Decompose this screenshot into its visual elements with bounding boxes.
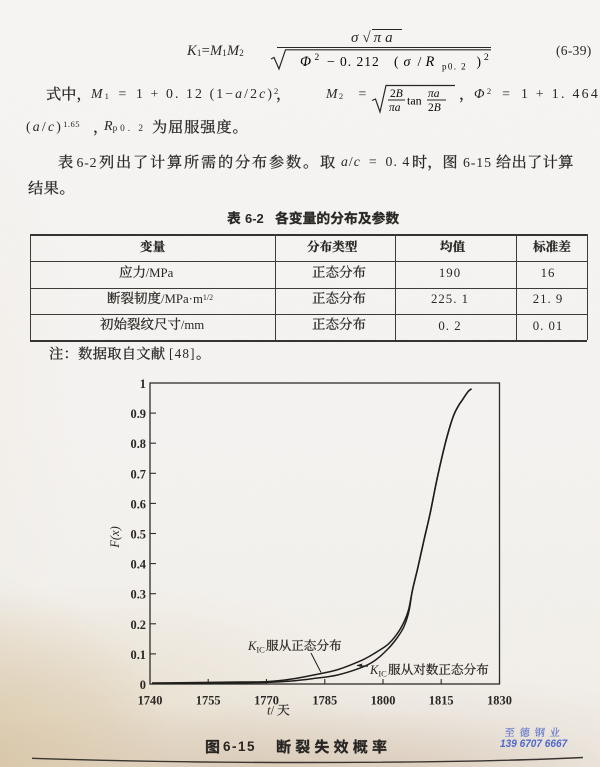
svg-text:0.5: 0.5: [131, 528, 147, 542]
svg-text:2B: 2B: [428, 102, 441, 114]
svg-text:πa: πa: [428, 88, 440, 100]
svg-text:−: −: [327, 55, 335, 70]
svg-text:1755: 1755: [196, 694, 221, 708]
svg-text:2: 2: [484, 53, 489, 63]
svg-text:0.2: 0.2: [131, 618, 147, 632]
svg-text:/: /: [418, 55, 422, 70]
svg-text:0: 0: [140, 678, 146, 692]
svg-text:1830: 1830: [487, 694, 512, 708]
svg-text:Φ: Φ: [300, 54, 311, 70]
svg-text:0. 212: 0. 212: [340, 54, 380, 69]
svg-text:(: (: [394, 54, 399, 69]
svg-text:F(x): F(x): [108, 526, 122, 549]
svg-text:0.1: 0.1: [131, 648, 147, 662]
svg-text:1740: 1740: [138, 694, 163, 708]
svg-text:1800: 1800: [371, 694, 396, 708]
svg-text:t/: t/: [267, 703, 275, 718]
svg-text:σ: σ: [404, 55, 412, 70]
svg-text:0.9: 0.9: [131, 407, 147, 421]
svg-text:1815: 1815: [429, 694, 454, 708]
svg-text:): ): [477, 54, 482, 69]
svg-text:πa: πa: [389, 102, 401, 114]
svg-text:KIC: KIC: [369, 663, 387, 679]
svg-text:0.8: 0.8: [131, 437, 147, 451]
svg-text:p0. 2: p0. 2: [442, 62, 467, 72]
svg-text:KIC: KIC: [247, 639, 265, 655]
svg-text:0.3: 0.3: [131, 588, 147, 602]
svg-text:1785: 1785: [312, 694, 337, 708]
svg-text:0.6: 0.6: [131, 497, 147, 511]
svg-text:2B: 2B: [390, 88, 403, 100]
svg-text:R: R: [425, 54, 435, 70]
svg-text:tan: tan: [407, 94, 422, 108]
svg-text:0.7: 0.7: [131, 467, 147, 481]
svg-text:2: 2: [315, 53, 320, 63]
svg-text:1: 1: [140, 377, 146, 391]
svg-text:0.4: 0.4: [131, 558, 147, 572]
